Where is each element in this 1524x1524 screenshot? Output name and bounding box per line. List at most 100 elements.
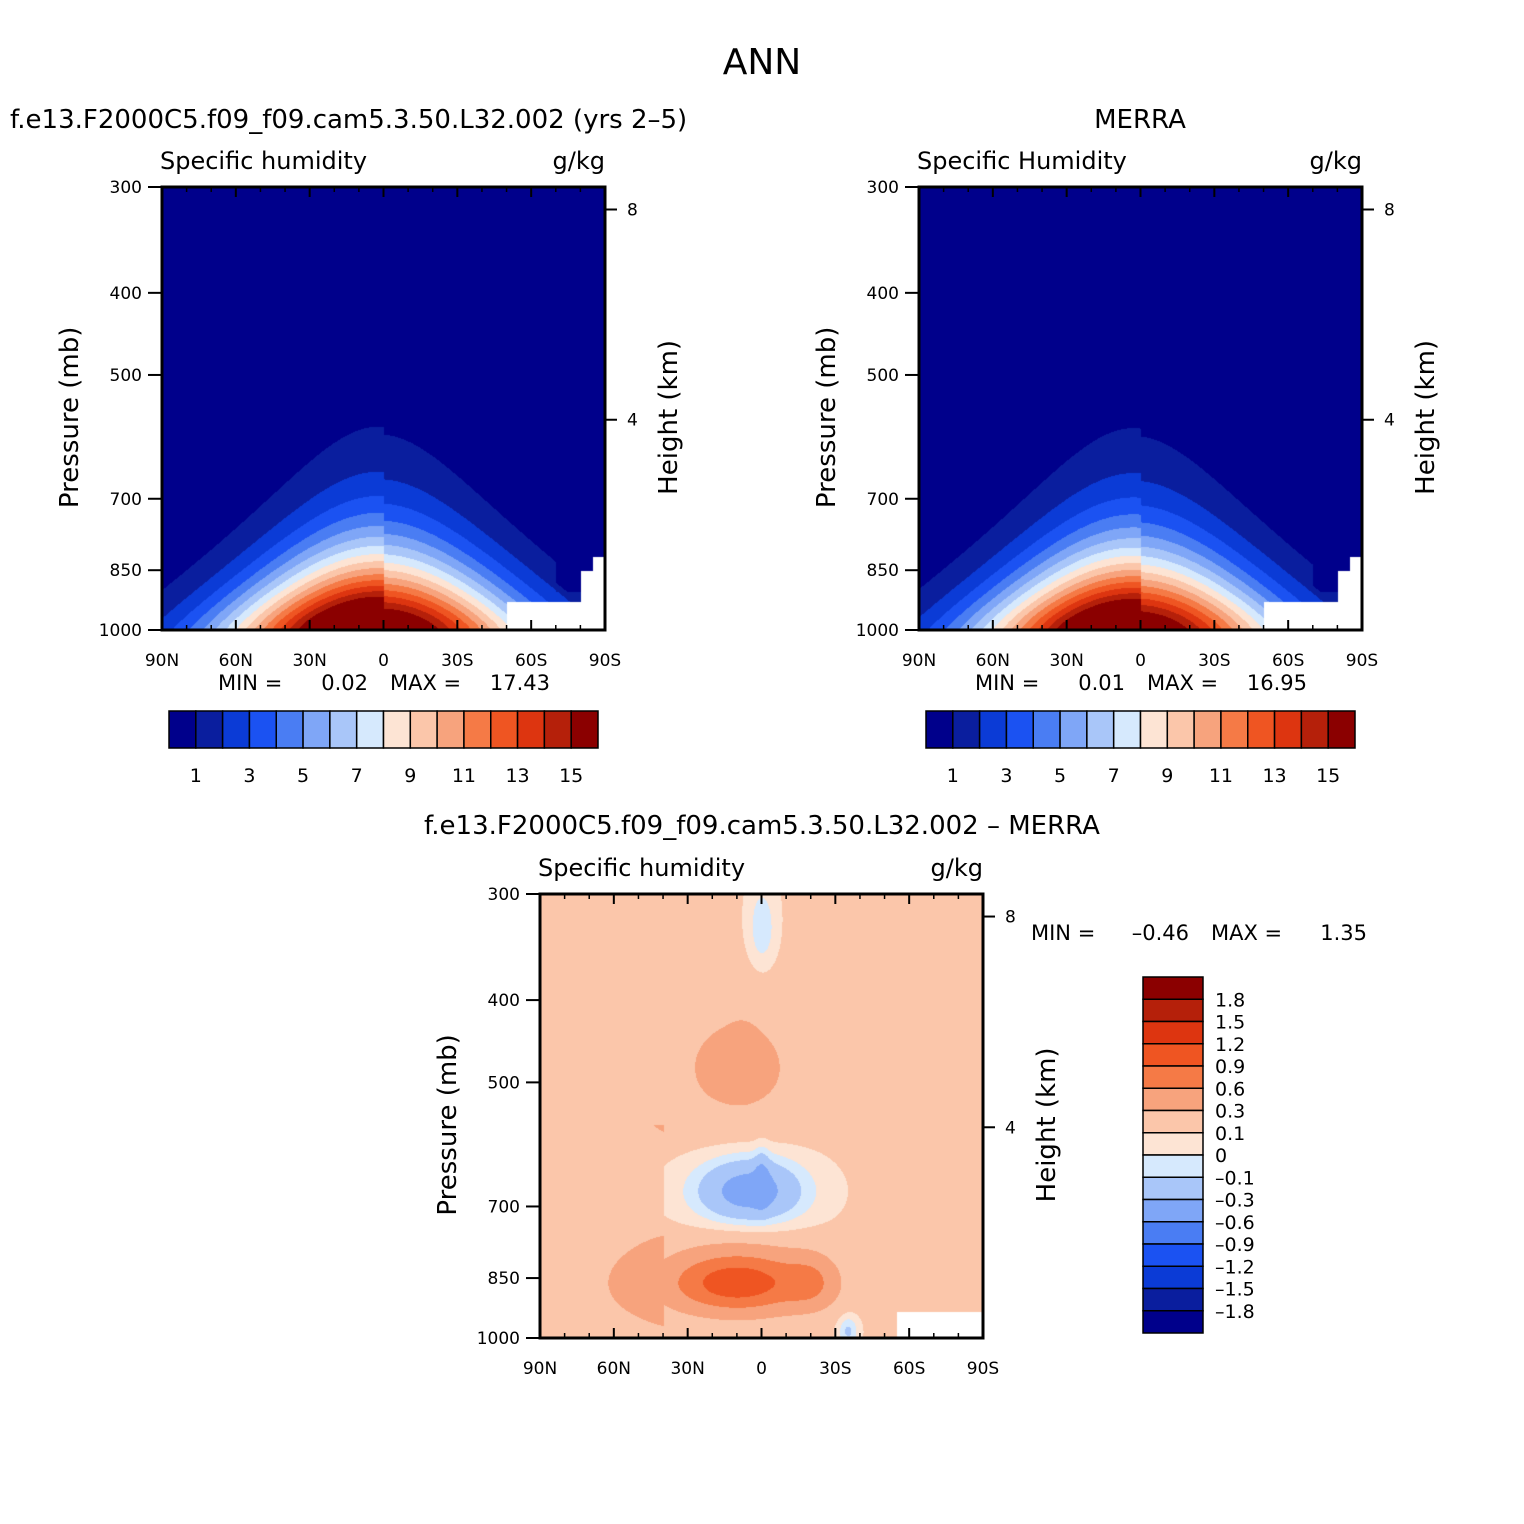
variable-label: Specific Humidity xyxy=(917,147,1127,175)
y-axis-title: Pressure (mb) xyxy=(433,1034,463,1215)
colorbar-box xyxy=(463,710,492,749)
y-tick-label: 500 xyxy=(110,366,142,386)
y-axis-title: Pressure (mb) xyxy=(55,327,85,508)
min-value: 0.01 xyxy=(1078,671,1125,695)
y2-axis-title: Height (km) xyxy=(1411,340,1441,495)
y-tick-label: 850 xyxy=(110,561,142,581)
colorbar-label: –0.3 xyxy=(1215,1190,1255,1212)
y-tick-label: 400 xyxy=(110,284,142,304)
colorbar-box xyxy=(925,710,954,749)
colorbar-label: 5 xyxy=(1054,765,1066,787)
colorbar-label: –0.6 xyxy=(1215,1212,1255,1234)
colorbar-box xyxy=(1142,1265,1204,1290)
colorbar-box xyxy=(1247,710,1276,749)
x-tick-label: 90S xyxy=(589,651,621,671)
y2-tick-label: 4 xyxy=(627,411,638,431)
colorbar-box xyxy=(978,710,1008,749)
colorbar-box xyxy=(168,710,197,749)
colorbar-box xyxy=(516,710,546,749)
colorbar-label: 15 xyxy=(1316,765,1340,787)
y-tick-label: 700 xyxy=(110,490,142,510)
max-label: MAX = xyxy=(1211,921,1282,945)
y-axis-title: Pressure (mb) xyxy=(812,327,842,508)
colorbar-box xyxy=(1142,998,1204,1023)
colorbar-label: 3 xyxy=(243,765,255,787)
colorbar-label: 3 xyxy=(1000,765,1012,787)
y-tick-label: 700 xyxy=(867,490,899,510)
colorbar-box xyxy=(436,710,465,749)
colorbar-box xyxy=(1220,710,1249,749)
colorbar-box xyxy=(1139,710,1169,749)
colorbar-label: 0.6 xyxy=(1215,1078,1245,1100)
colorbar-label: 0.3 xyxy=(1215,1101,1245,1123)
colorbar-label: –1.8 xyxy=(1215,1301,1255,1323)
colorbar-box xyxy=(195,710,224,749)
y-tick-label: 500 xyxy=(867,366,899,386)
colorbar-box xyxy=(1142,1132,1204,1156)
y2-axis-title: Height (km) xyxy=(1032,1047,1062,1202)
x-tick-label: 60S xyxy=(515,651,547,671)
y-tick-label: 1000 xyxy=(477,1329,520,1349)
x-tick-label: 0 xyxy=(1135,651,1146,671)
colorbar-label: 5 xyxy=(297,765,309,787)
x-tick-label: 30S xyxy=(441,651,473,671)
colorbar-box xyxy=(1086,710,1115,749)
colorbar-box xyxy=(275,710,304,749)
panel-title: f.e13.F2000C5.f09_f09.cam5.3.50.L32.002 … xyxy=(10,105,687,135)
min-value: –0.46 xyxy=(1132,921,1189,945)
units-label: g/kg xyxy=(931,854,983,882)
x-tick-label: 60N xyxy=(976,651,1010,671)
colorbar-label: 7 xyxy=(1108,765,1120,787)
y-tick-label: 500 xyxy=(488,1073,520,1093)
colorbar-box xyxy=(1142,1154,1204,1178)
colorbar-box xyxy=(382,710,412,749)
x-tick-label: 0 xyxy=(756,1359,767,1379)
x-tick-label: 90N xyxy=(902,651,936,671)
max-value: 17.43 xyxy=(490,671,550,695)
x-tick-label: 30N xyxy=(670,1359,704,1379)
colorbar-box xyxy=(1032,710,1061,749)
colorbar-box xyxy=(221,710,251,749)
y-tick-label: 300 xyxy=(488,885,520,905)
max-label: MAX = xyxy=(390,671,461,695)
max-value: 16.95 xyxy=(1247,671,1307,695)
panel-diff: f.e13.F2000C5.f09_f09.cam5.3.50.L32.002 … xyxy=(424,811,1367,1379)
colorbar-label: –1.5 xyxy=(1215,1279,1255,1301)
colorbar-box xyxy=(1059,710,1088,749)
max-label: MAX = xyxy=(1147,671,1218,695)
colorbar-box xyxy=(1142,1043,1204,1067)
colorbar-box xyxy=(1142,1221,1204,1245)
colorbar-box xyxy=(1142,1287,1204,1312)
contour-field xyxy=(919,187,1362,630)
contour-field xyxy=(540,894,983,1338)
colorbar-label: 1 xyxy=(947,765,959,787)
panel-title: f.e13.F2000C5.f09_f09.cam5.3.50.L32.002 … xyxy=(424,811,1100,841)
colorbar-box xyxy=(490,710,519,749)
colorbar-label: 9 xyxy=(1161,765,1173,787)
y2-tick-label: 8 xyxy=(627,200,638,220)
x-tick-label: 90N xyxy=(145,651,179,671)
colorbar-label: 15 xyxy=(559,765,583,787)
colorbar-box xyxy=(248,710,277,749)
y2-tick-label: 4 xyxy=(1005,1118,1016,1138)
x-tick-label: 30S xyxy=(1198,651,1230,671)
y2-axis-title: Height (km) xyxy=(654,340,684,495)
colorbar-box xyxy=(570,710,599,749)
y-tick-label: 400 xyxy=(488,991,520,1011)
y-tick-label: 850 xyxy=(488,1269,520,1289)
colorbar-box xyxy=(1142,1065,1204,1089)
colorbar-label: 1.5 xyxy=(1215,1012,1245,1034)
colorbar-box xyxy=(1142,1109,1204,1134)
units-label: g/kg xyxy=(553,147,605,175)
colorbar-box xyxy=(952,710,981,749)
page-title: ANN xyxy=(723,42,802,83)
x-tick-label: 60S xyxy=(893,1359,925,1379)
y2-tick-label: 8 xyxy=(1384,200,1395,220)
colorbar-box xyxy=(1166,710,1195,749)
variable-label: Specific humidity xyxy=(160,147,367,175)
colorbar-label: 1.2 xyxy=(1215,1034,1245,1056)
colorbar-box xyxy=(302,710,331,749)
contour-field xyxy=(162,187,605,630)
y-tick-label: 1000 xyxy=(99,621,142,641)
colorbar-box xyxy=(329,710,358,749)
